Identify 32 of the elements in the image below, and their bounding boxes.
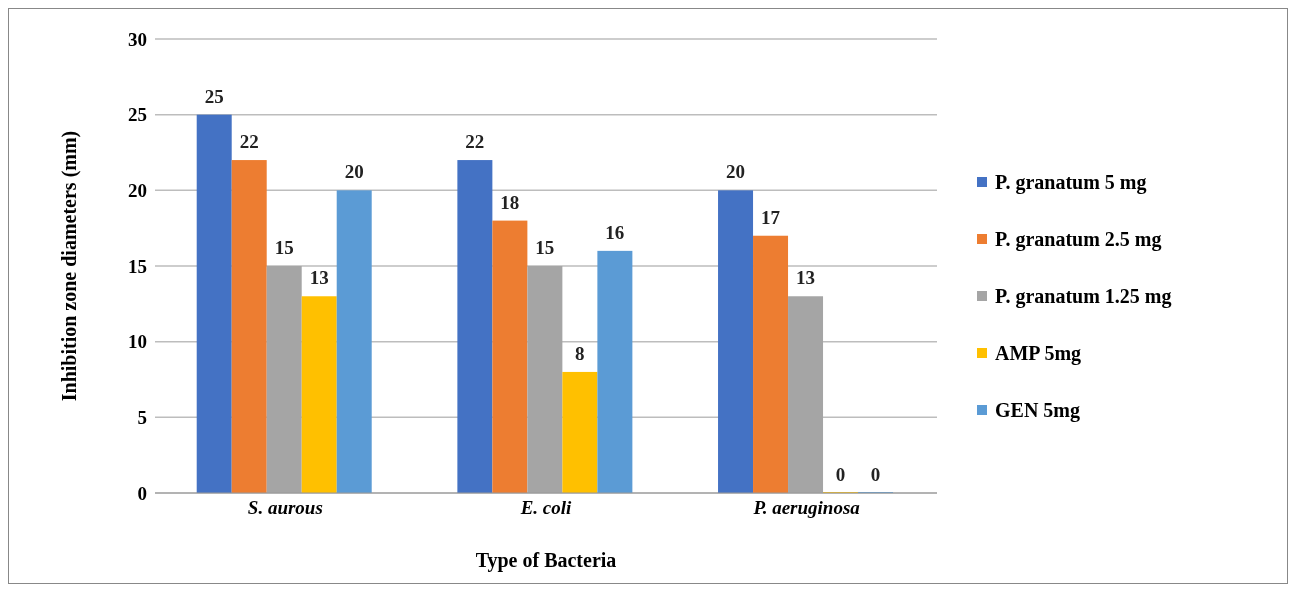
legend-label: P. granatum 5 mg [995, 170, 1147, 194]
data-label: 22 [239, 131, 259, 153]
data-label: 20 [726, 161, 746, 183]
data-label: 22 [465, 131, 485, 153]
y-tick-label: 20 [128, 180, 147, 202]
data-label: 0 [835, 464, 846, 485]
legend-label: GEN 5mg [995, 398, 1080, 422]
legend-label: P. granatum 2.5 mg [995, 227, 1162, 251]
y-tick-label: 5 [137, 407, 147, 429]
x-axis-title: Type of Bacteria [475, 549, 617, 572]
data-label: 8 [575, 342, 585, 364]
y-tick-label: 10 [128, 331, 147, 353]
y-tick-label: 15 [128, 255, 147, 277]
data-label: 20 [344, 161, 364, 183]
data-label: 16 [605, 221, 625, 243]
legend-label: AMP 5mg [995, 341, 1082, 365]
data-label: 0 [870, 464, 881, 485]
data-label: 13 [796, 267, 816, 289]
y-axis-title: Inhibition zone diameters (mm) [58, 130, 82, 402]
legend-label: P. granatum 1.25 mg [995, 284, 1172, 308]
y-tick-label: 0 [137, 482, 147, 504]
data-label: 17 [761, 206, 781, 228]
data-label: 25 [204, 85, 224, 107]
data-label: 15 [535, 237, 555, 258]
x-tick-label: S. aurous [247, 497, 323, 519]
data-label: 18 [500, 191, 520, 213]
data-label: 15 [274, 237, 294, 258]
y-tick-label: 25 [128, 104, 147, 126]
data-label: 13 [309, 267, 329, 289]
x-tick-label: E. coli [519, 497, 573, 519]
y-tick-label: 30 [128, 28, 147, 50]
x-tick-label: P. aeruginosa [752, 497, 861, 519]
